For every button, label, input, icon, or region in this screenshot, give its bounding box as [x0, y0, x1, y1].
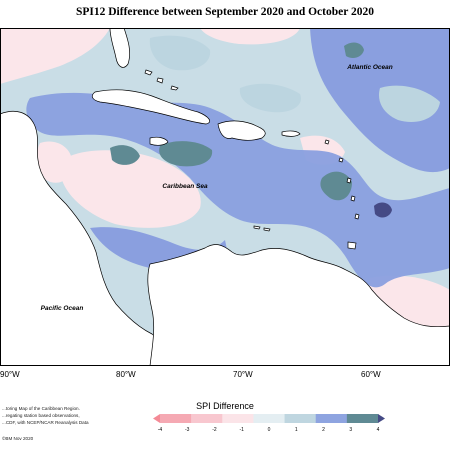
legend-colorbar: -4 -3 -2 -1 0 1 2 3 4 [153, 414, 385, 433]
land-bahamas-1 [144, 69, 153, 76]
lon-label-90w: 90°W [0, 370, 20, 379]
label-caribbean-sea: Caribbean Sea [162, 183, 208, 190]
land-bahamas-3 [170, 85, 179, 91]
legend-tick-label: -1 [240, 427, 245, 433]
legend-tick-label: 3 [349, 427, 352, 433]
footer-note-1: ...toring Map of the Caribbean Region. [2, 406, 80, 411]
land-south-america [147, 244, 450, 366]
land-antilles-3 [346, 177, 352, 184]
footer-note-3: ...CDF, with NCEP/NCAR Reanalysis Data [2, 420, 89, 425]
land-jamaica [149, 136, 169, 146]
anomaly-pink-nicaragua [37, 141, 73, 183]
legend-tick-label: -4 [158, 427, 163, 433]
legend-swatch [315, 414, 348, 423]
map-title: SPI12 Difference between September 2020 … [75, 6, 374, 18]
legend-tick-label: 4 [377, 427, 380, 433]
anomaly-lightblue-east [378, 85, 440, 122]
legend-tick-label: 0 [268, 427, 271, 433]
legend-swatch [160, 414, 192, 423]
anomaly-lightblue-mid [239, 83, 301, 113]
anomaly-teal-cuba [159, 141, 213, 167]
land-antilles-4 [350, 195, 356, 202]
anomaly-teal-jamaica [110, 145, 140, 165]
label-pacific-ocean: Pacific Ocean [41, 305, 84, 312]
legend-swatch [284, 414, 317, 423]
copyright: ©BM Nov 2020 [2, 436, 34, 441]
legend-swatch [222, 414, 254, 423]
legend-swatch [191, 414, 223, 423]
lon-label-70w: 70°W [233, 370, 253, 379]
legend-swatch [346, 414, 379, 423]
land-antilles-1 [324, 139, 330, 145]
lon-label-60w: 60°W [361, 370, 381, 379]
land-florida [109, 28, 130, 68]
map-canvas: Atlantic Ocean Caribbean Sea Pacific Oce… [0, 28, 450, 366]
land-trinidad [347, 241, 357, 250]
legend-tick-label: 1 [295, 427, 298, 433]
legend-swatch [253, 414, 285, 423]
legend-tick-label: 2 [322, 427, 325, 433]
land-cuba [91, 89, 210, 125]
land-bahamas-2 [156, 77, 164, 84]
land-central-america [0, 110, 161, 366]
legend-swatch [153, 414, 160, 423]
anomaly-pink-north [200, 28, 300, 45]
anomaly-navy-barbados [374, 202, 392, 218]
lon-label-80w: 80°W [116, 370, 136, 379]
land-hispaniola [217, 120, 266, 141]
legend-tick-label: -2 [212, 427, 217, 433]
legend-swatch [378, 414, 385, 423]
anomaly-pink-nw [0, 28, 110, 84]
land-antilles-2 [338, 157, 344, 163]
land-abc-1 [253, 225, 261, 230]
footer-note-2: ...regating station based observations, [2, 413, 80, 418]
anomaly-pink-central [62, 150, 201, 228]
label-atlantic-ocean: Atlantic Ocean [346, 64, 393, 71]
land-layer [0, 28, 450, 366]
anomaly-teal-atlantic [344, 42, 364, 58]
land-antilles-5 [354, 213, 360, 220]
anomaly-lightblue-north [149, 35, 211, 71]
land-puerto-rico [281, 130, 301, 137]
legend-tick-label: -3 [185, 427, 190, 433]
land-abc-2 [263, 227, 271, 232]
legend-title: SPI Difference [196, 401, 254, 411]
anomaly-blue-main [26, 92, 450, 288]
anomaly-teal-antilles [320, 171, 352, 201]
